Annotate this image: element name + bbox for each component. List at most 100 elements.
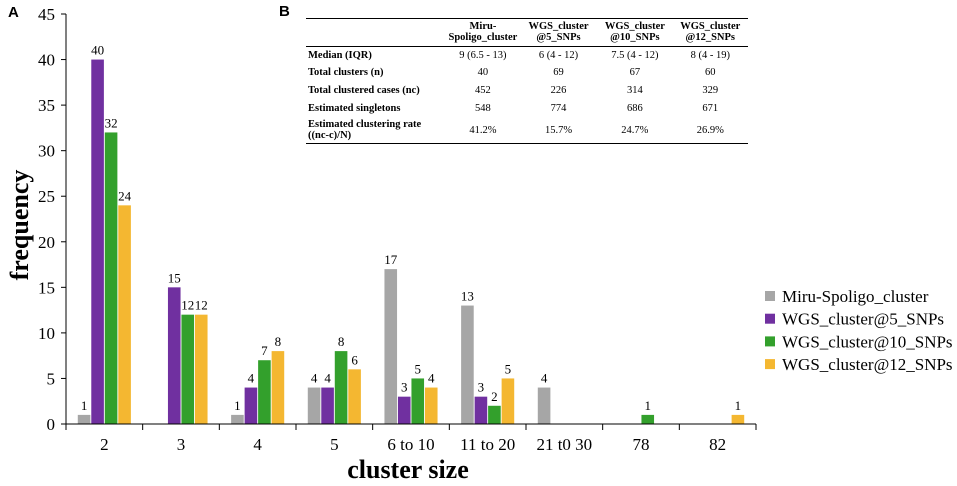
table-value-cell: 69 [553, 66, 564, 78]
table-value-cell: 6 (4 - 12) [538, 49, 579, 61]
table-value-cell: 548 [475, 102, 491, 114]
y-axis-title: frequency [5, 170, 34, 281]
bar-wgs-cluster-12-snps-3 [348, 369, 361, 424]
data-label: 1 [645, 398, 652, 413]
y-tick-label: 30 [38, 142, 55, 161]
bar-wgs-cluster-10-snps-3 [334, 351, 348, 424]
legend-label: Miru-Spoligo_cluster [782, 287, 929, 306]
bar-wgs-cluster-5-snps-1 [167, 287, 181, 424]
bar-wgs-cluster-10-snps-1 [181, 314, 195, 424]
table-row: Median (IQR) 9 (6.5 - 13) 6 (4 - 12) 7.5 (4… [306, 47, 748, 64]
table-header-wgs5: WGS_cluster @5_SNPs [519, 18, 598, 47]
y-tick-label: 5 [47, 369, 56, 388]
table-metric-cell: Estimated singletons [308, 102, 401, 114]
legend-swatch [765, 291, 775, 301]
data-label: 8 [338, 334, 345, 349]
y-tick-label: 15 [38, 278, 55, 297]
table-row: Total clustered cases (nc) 452 226 314 329 [306, 81, 748, 99]
panel-a-label: A [8, 4, 19, 21]
data-label: 1 [81, 398, 88, 413]
x-tick-label: 11 to 20 [460, 435, 515, 454]
table-value-cell: 686 [626, 102, 643, 114]
data-label: 8 [275, 334, 282, 349]
table-value-cell: 8 (4 - 19) [690, 49, 730, 61]
table-value-cell: 40 [477, 66, 489, 78]
bar-wgs-cluster-5-snps-2 [244, 387, 258, 424]
bar-wgs-cluster-10-snps-5 [488, 405, 501, 424]
legend-swatch [765, 336, 775, 347]
data-label: 15 [168, 270, 181, 285]
bar-wgs-cluster-5-snps-3 [321, 387, 334, 424]
table-row: Estimated clustering rate ((nc-c)/N) 41.2%… [306, 117, 748, 144]
table-row: Estimated singletons 548 774 686 671 [306, 99, 748, 117]
bar-wgs-cluster-5-snps-4 [397, 396, 411, 424]
table-value-cell: 314 [626, 84, 643, 96]
bar-wgs-cluster-12-snps-1 [194, 314, 208, 424]
data-label: 24 [118, 188, 132, 203]
data-label: 1 [735, 398, 742, 413]
table-value-cell: 24.7% [597, 117, 673, 144]
legend: Miru-Spoligo_cluster WGS_cluster@5_SNPs WG… [765, 287, 953, 374]
data-label: 7 [261, 343, 268, 358]
bar-miru-spoligo-cluster-2 [231, 414, 244, 424]
table-value-cell: 329 [702, 84, 719, 96]
data-label: 2 [491, 389, 498, 404]
data-label: 1 [234, 398, 241, 413]
bar-wgs-cluster-10-snps-0 [104, 132, 118, 424]
bar-miru-spoligo-cluster-6 [537, 387, 551, 424]
bar-wgs-cluster-12-snps-2 [271, 351, 285, 424]
bar-wgs-cluster-10-snps-4 [411, 378, 425, 424]
y-tick-label: 45 [38, 5, 55, 24]
legend-label: WGS_cluster@12_SNPs [782, 355, 953, 374]
table-header-wgs10: WGS_cluster @10_SNPs [597, 18, 673, 47]
x-tick-label: 3 [177, 435, 186, 454]
x-tick-label: 4 [253, 435, 262, 454]
legend-label: WGS_cluster@5_SNPs [782, 310, 944, 329]
x-tick-label: 5 [330, 435, 339, 454]
data-label: 17 [384, 252, 398, 267]
bar-miru-spoligo-cluster-5 [461, 305, 474, 424]
bar-wgs-cluster-12-snps-4 [424, 387, 438, 424]
table-metric-cell: Total clusters (n) [308, 66, 384, 78]
data-label: 3 [478, 380, 485, 395]
data-label: 5 [505, 361, 512, 376]
table-value-cell: 15.7% [519, 117, 598, 144]
data-label: 4 [541, 371, 548, 386]
y-tick-label: 35 [38, 96, 55, 115]
y-tick-label: 10 [38, 324, 55, 343]
bar-wgs-cluster-5-snps-0 [91, 59, 104, 425]
table-value-cell: 7.5 (4 - 12) [611, 49, 659, 61]
data-label: 5 [415, 361, 422, 376]
bar-miru-spoligo-cluster-0 [77, 414, 91, 424]
x-tick-label: 21 t0 30 [536, 435, 592, 454]
x-tick-label: 78 [633, 435, 650, 454]
y-tick-label: 40 [38, 51, 55, 70]
table-value-cell: 26.9% [672, 117, 748, 144]
data-label: 12 [181, 298, 194, 313]
data-label: 32 [105, 115, 118, 130]
bar-wgs-cluster-10-snps-7 [641, 414, 655, 424]
table-header-row: Miru- Spoligo_cluster WGS_cluster @5_SNPs … [306, 18, 748, 47]
table-value-cell: 60 [705, 66, 716, 78]
table-metric-cell: Estimated clustering rate ((nc-c)/N) [306, 117, 446, 144]
data-label: 4 [311, 371, 318, 386]
bar-wgs-cluster-5-snps-5 [474, 396, 488, 424]
table-value-cell: 774 [550, 102, 567, 114]
table-value-cell: 452 [475, 84, 491, 96]
legend-swatch [765, 359, 775, 370]
bar-wgs-cluster-12-snps-0 [118, 205, 131, 424]
x-tick-label: 82 [709, 435, 726, 454]
data-label: 4 [248, 371, 255, 386]
table-header-miru: Miru- Spoligo_cluster [445, 18, 520, 47]
stats-table: Miru- Spoligo_cluster WGS_cluster @5_SNPs … [306, 18, 748, 144]
bar-wgs-cluster-10-snps-2 [258, 360, 271, 424]
x-tick-label: 2 [100, 435, 109, 454]
x-tick-label: 6 to 10 [387, 435, 434, 454]
table-header-metric [306, 18, 446, 47]
data-label: 12 [195, 298, 208, 313]
legend-swatch [765, 313, 775, 324]
bar-wgs-cluster-12-snps-5 [501, 378, 515, 424]
y-tick-label: 0 [47, 415, 56, 434]
y-tick-label: 25 [38, 187, 55, 206]
